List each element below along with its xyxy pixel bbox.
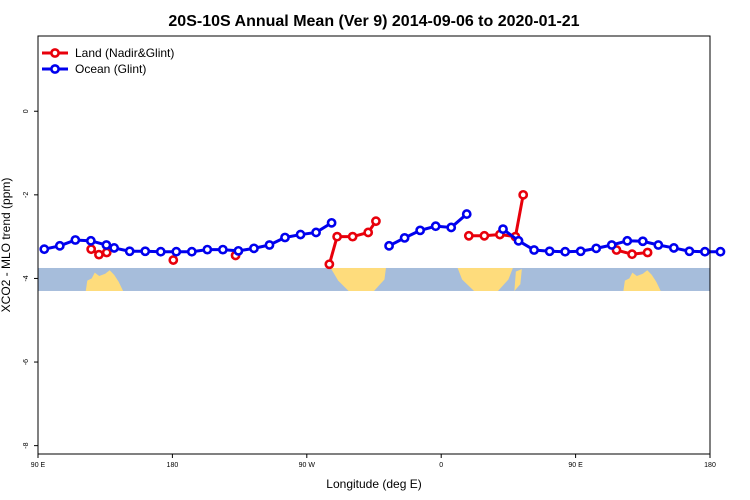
data-point [544, 246, 555, 257]
x-tick-label: 90 E [568, 462, 583, 469]
data-point [668, 243, 679, 253]
x-tick-label: 0 [439, 462, 443, 469]
data-point [529, 245, 539, 255]
plot-frame [37, 35, 711, 455]
data-point [217, 244, 228, 255]
data-point [86, 244, 97, 255]
data-point [653, 240, 664, 250]
data-point [101, 247, 112, 258]
data-point [101, 240, 112, 250]
data-point [430, 221, 441, 232]
data-point [326, 217, 337, 228]
map-strip-land [623, 270, 661, 291]
data-point [280, 232, 290, 243]
data-point [70, 235, 81, 245]
data-point [94, 249, 104, 260]
data-point [347, 231, 358, 242]
y-tick-label: -6 [23, 359, 30, 365]
data-point [311, 227, 321, 238]
data-point [140, 246, 151, 257]
y-tick-label: 0 [23, 109, 30, 113]
data-point [202, 244, 213, 255]
series-layer [39, 189, 726, 270]
y-tick-label: -4 [23, 275, 30, 281]
data-point [461, 209, 472, 219]
data-point [124, 246, 135, 257]
data-point [560, 246, 571, 257]
data-point [627, 249, 637, 260]
data-point [591, 243, 602, 254]
data-point [39, 244, 50, 255]
data-point [622, 235, 633, 246]
data-point [479, 230, 490, 241]
data-point [171, 246, 182, 257]
map-strip-land [330, 267, 386, 291]
data-point [295, 229, 306, 240]
legend-marker [50, 64, 60, 74]
x-axis: 90 E 180 90 W 0 90 E 180 [31, 454, 716, 469]
plot-area [37, 35, 726, 455]
data-point [233, 245, 244, 256]
x-tick-label: 180 [704, 462, 716, 469]
chart-title: 20S-10S Annual Mean (Ver 9) 2014-09-06 t… [168, 13, 579, 30]
data-point [637, 236, 648, 247]
legend-label: Land (Nadir&Glint) [75, 46, 174, 60]
data-point [513, 235, 524, 246]
data-point [463, 230, 474, 241]
x-tick-label: 180 [167, 462, 179, 469]
x-axis-label: Longitude (deg E) [326, 477, 421, 491]
data-point [363, 227, 374, 238]
series-line [468, 194, 525, 239]
data-point [684, 246, 695, 257]
data-point [642, 247, 653, 258]
map-strip-land [457, 267, 513, 291]
data-point [54, 240, 65, 251]
data-point [700, 246, 710, 257]
series-ocean [39, 209, 726, 257]
data-point [85, 235, 96, 246]
y-axis-label: XCO2 - MLO trend (ppm) [0, 178, 13, 313]
data-point [606, 240, 617, 250]
y-tick-label: -2 [23, 192, 30, 198]
y-axis: 0 -2 -4 -6 -8 [23, 109, 38, 449]
data-point [186, 246, 197, 257]
data-point [249, 243, 259, 254]
map-strip [38, 267, 710, 291]
legend-item-land: Land (Nadir&Glint) [42, 46, 174, 60]
legend-marker [50, 48, 60, 58]
legend-item-ocean: Ocean (Glint) [42, 62, 146, 76]
data-point [168, 255, 179, 265]
legend: Land (Nadir&Glint) Ocean (Glint) [42, 46, 174, 76]
data-point [715, 246, 726, 257]
data-point [109, 243, 120, 253]
data-point [518, 189, 529, 200]
data-point [332, 231, 343, 242]
data-point [498, 224, 508, 235]
data-point [575, 246, 586, 257]
data-point [446, 222, 457, 233]
data-point [371, 216, 381, 227]
data-point [324, 259, 335, 270]
data-point [264, 240, 275, 250]
data-point [384, 240, 394, 251]
series-land [86, 189, 653, 270]
x-tick-label: 90 W [299, 462, 316, 469]
data-point [399, 232, 410, 243]
legend-label: Ocean (Glint) [75, 62, 146, 76]
data-point [415, 225, 426, 236]
data-point [155, 246, 166, 257]
y-tick-label: -8 [23, 442, 30, 448]
map-strip-land [85, 270, 124, 291]
map-strip-land [514, 269, 522, 291]
x-tick-label: 90 E [31, 462, 46, 469]
